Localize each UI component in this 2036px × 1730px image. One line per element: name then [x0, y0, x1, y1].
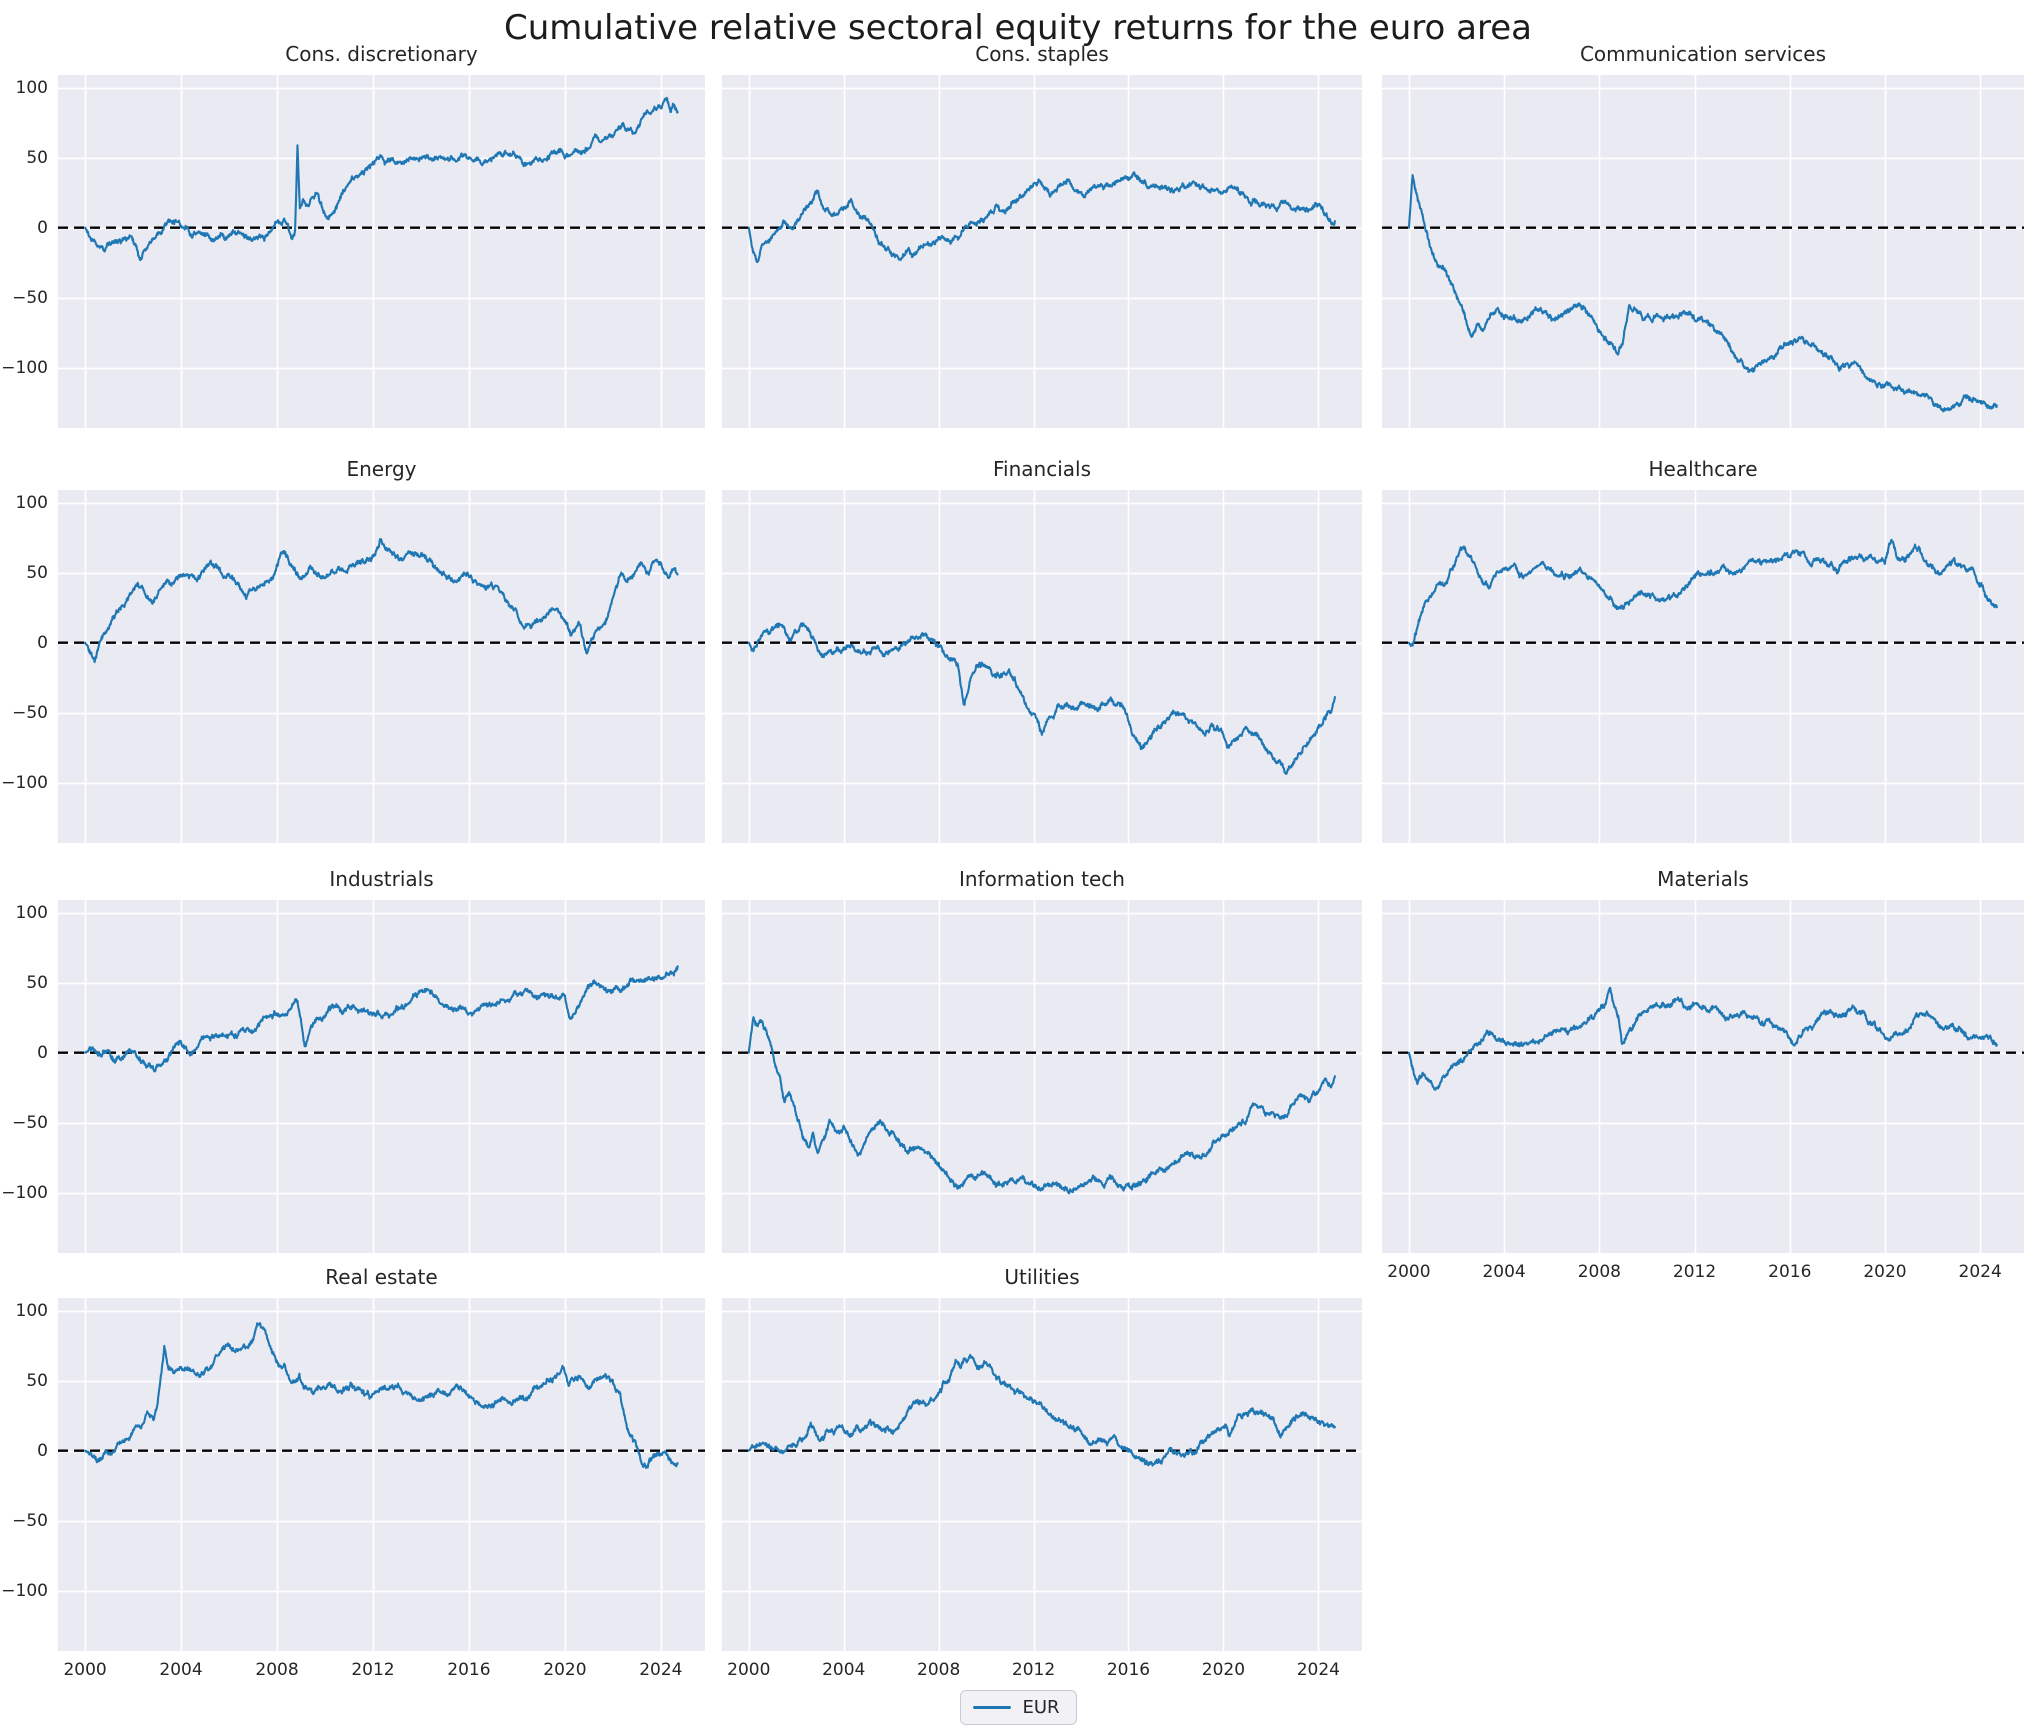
x-tick-label: 2008	[917, 1660, 961, 1680]
y-tick-label: 100	[15, 492, 48, 513]
y-tick-label: −50	[12, 1510, 48, 1531]
plot-area-cons-discretionary	[58, 75, 705, 428]
y-tick-label: −100	[1, 357, 48, 378]
y-tick-label: −100	[1, 772, 48, 793]
y-tick-label: −50	[12, 702, 48, 723]
x-tick-label: 2024	[639, 1660, 683, 1680]
y-tick-label: 100	[15, 1300, 48, 1321]
y-tick-label: 100	[15, 902, 48, 923]
panel-title-utilities: Utilities	[1004, 1265, 1080, 1289]
y-tick-label: −50	[12, 287, 48, 308]
x-tick-label: 2024	[1958, 1262, 2002, 1282]
plot-area-healthcare	[1382, 490, 2024, 843]
x-tick-label: 2008	[1577, 1262, 1621, 1282]
figure-title: Cumulative relative sectoral equity retu…	[504, 8, 1532, 48]
plot-area-financials	[722, 490, 1362, 843]
x-tick-label: 2000	[1387, 1262, 1431, 1282]
panel-title-communication-services: Communication services	[1579, 42, 1827, 66]
panel-title-materials: Materials	[1657, 867, 1749, 891]
legend-line-sample	[972, 1705, 1011, 1710]
x-tick-label: 2008	[255, 1660, 299, 1680]
plot-area-cons-staples	[722, 75, 1362, 428]
y-tick-label: 50	[26, 562, 48, 583]
x-tick-label: 2016	[1768, 1262, 1812, 1282]
x-tick-label: 2020	[1863, 1262, 1907, 1282]
x-tick-label: 2020	[543, 1660, 587, 1680]
plot-area-materials	[1382, 900, 2024, 1253]
x-tick-label: 2012	[1011, 1660, 1056, 1680]
x-tick-label: 2024	[1296, 1660, 1340, 1680]
plot-area-utilities	[722, 1298, 1362, 1651]
legend: EUR	[959, 1690, 1077, 1725]
y-tick-label: −100	[1, 1580, 48, 1601]
y-tick-label: 0	[37, 1440, 48, 1461]
plot-area-energy	[58, 490, 705, 843]
panel-title-healthcare: Healthcare	[1648, 457, 1758, 481]
y-tick-label: −100	[1, 1182, 48, 1203]
y-tick-label: 50	[26, 147, 48, 168]
x-tick-label: 2016	[447, 1660, 491, 1680]
x-tick-label: 2004	[1482, 1262, 1526, 1282]
x-tick-label: 2004	[159, 1660, 203, 1680]
x-tick-label: 2012	[351, 1660, 395, 1680]
plot-area-industrials	[58, 900, 705, 1253]
plot-area-real-estate	[58, 1298, 705, 1651]
y-tick-label: 0	[37, 217, 48, 238]
legend-label: EUR	[1022, 1697, 1060, 1718]
panel-title-cons-staples: Cons. staples	[975, 42, 1109, 66]
panel-title-financials: Financials	[993, 457, 1091, 481]
x-tick-label: 2000	[727, 1660, 771, 1680]
panel-title-real-estate: Real estate	[325, 1265, 438, 1289]
panel-title-cons-discretionary: Cons. discretionary	[285, 42, 478, 66]
y-tick-label: 0	[37, 1042, 48, 1063]
panel-title-industrials: Industrials	[329, 867, 434, 891]
y-tick-label: 50	[26, 972, 48, 993]
y-tick-label: 0	[37, 632, 48, 653]
y-tick-label: 100	[15, 77, 48, 98]
x-tick-label: 2020	[1201, 1660, 1246, 1680]
x-tick-label: 2000	[63, 1660, 107, 1680]
panel-title-information-tech: Information tech	[959, 867, 1125, 891]
plot-area-information-tech	[722, 900, 1362, 1253]
plot-area-communication-services	[1382, 75, 2024, 428]
x-tick-label: 2016	[1106, 1660, 1151, 1680]
y-tick-label: −50	[12, 1112, 48, 1133]
x-tick-label: 2012	[1672, 1262, 1717, 1282]
panel-title-energy: Energy	[346, 457, 417, 481]
y-tick-label: 50	[26, 1370, 48, 1391]
x-tick-label: 2004	[822, 1660, 866, 1680]
